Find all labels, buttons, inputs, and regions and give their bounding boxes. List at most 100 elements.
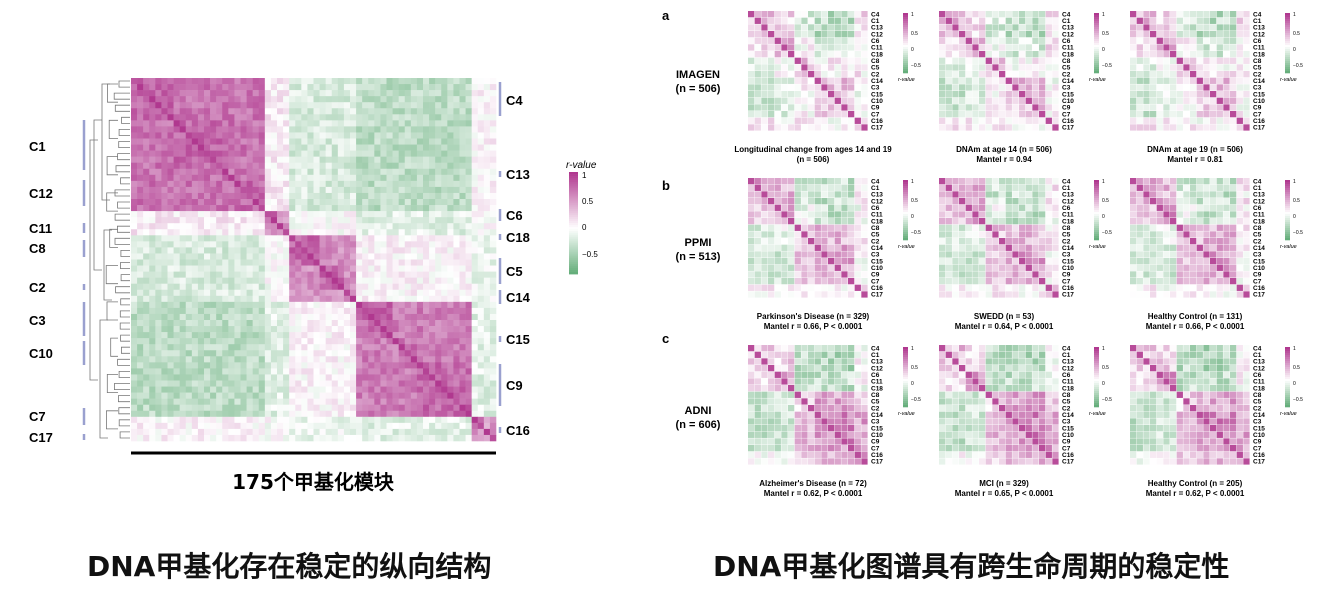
dendrogram-branch <box>106 156 118 176</box>
heatmap-cell <box>264 344 272 351</box>
heatmap-cell <box>1019 104 1026 111</box>
dendrogram-branch <box>119 322 130 330</box>
heatmap-cell <box>441 235 448 242</box>
heatmap-cell <box>313 350 320 357</box>
heatmap-cell <box>161 283 168 291</box>
heatmap-cell <box>801 71 808 78</box>
heatmap-cell <box>410 392 418 399</box>
heatmap-cell <box>197 217 205 224</box>
heatmap-cell <box>216 374 223 381</box>
heatmap-cell <box>210 168 217 176</box>
heatmap-cell <box>131 404 138 412</box>
heatmap-cell <box>985 111 992 118</box>
heatmap-cell <box>416 156 424 163</box>
heatmap-cell <box>343 235 351 242</box>
heatmap-cell <box>781 64 788 71</box>
heatmap-cell <box>228 283 235 291</box>
heatmap-cell <box>343 374 351 381</box>
heatmap-cell <box>1136 71 1143 78</box>
heatmap-cell <box>210 271 217 278</box>
heatmap-cell <box>234 223 241 230</box>
heatmap-cell <box>222 386 229 393</box>
heatmap-cell <box>167 235 174 242</box>
heatmap-cell <box>1032 91 1039 98</box>
heatmap-cell <box>477 241 485 248</box>
heatmap-cell <box>216 326 223 333</box>
heatmap-cell <box>264 168 272 176</box>
heatmap-cell <box>325 289 333 297</box>
heatmap-cell <box>191 156 199 163</box>
heatmap-cell <box>246 90 253 97</box>
heatmap-cell <box>404 217 412 224</box>
heatmap-cell <box>264 295 272 303</box>
heatmap-cell <box>453 320 460 327</box>
heatmap-cell <box>1163 64 1170 71</box>
heatmap-cell <box>173 362 180 369</box>
heatmap-cell <box>435 162 442 170</box>
heatmap-cell <box>368 211 375 218</box>
mini-colorbar-segment <box>1285 69 1290 72</box>
heatmap-cell <box>173 283 180 291</box>
heatmap-cell <box>350 253 357 260</box>
mini-colorbar-segment <box>903 33 908 36</box>
heatmap-cell <box>343 211 351 218</box>
heatmap-cell <box>337 374 345 381</box>
heatmap-cell <box>270 168 278 176</box>
heatmap-cell <box>398 374 406 381</box>
heatmap-cell <box>131 174 138 182</box>
heatmap-cell <box>313 138 320 145</box>
heatmap-cell <box>277 344 284 351</box>
heatmap-cell <box>423 392 430 399</box>
heatmap-cell <box>313 126 320 133</box>
heatmap-cell <box>959 124 966 131</box>
heatmap-cell <box>295 301 302 309</box>
colorbar-segment <box>569 176 578 179</box>
heatmap-cell <box>362 362 369 369</box>
heatmap-cell <box>216 217 223 224</box>
heatmap-cell <box>435 326 442 333</box>
heatmap-cell <box>1190 44 1197 51</box>
heatmap-cell <box>155 283 162 291</box>
heatmap-cell <box>939 37 946 44</box>
mini-colorbar-segment <box>1094 45 1099 48</box>
heatmap-cell <box>821 191 828 198</box>
heatmap-cell <box>197 174 205 182</box>
heatmap-cell <box>289 410 296 418</box>
heatmap-cell <box>447 229 454 236</box>
heatmap-cell <box>252 180 260 188</box>
panel-caption: Longitudinal change from ages 14 and 19 <box>734 145 892 154</box>
heatmap-cell <box>788 37 795 44</box>
heatmap-cell <box>453 289 460 297</box>
heatmap-cell <box>307 356 314 363</box>
heatmap-cell <box>325 368 333 375</box>
heatmap-cell <box>423 90 430 97</box>
heatmap-cell <box>465 253 472 260</box>
heatmap-cell <box>380 192 387 200</box>
heatmap-cell <box>149 404 156 412</box>
heatmap-cell <box>781 17 788 24</box>
heatmap-cell <box>386 217 393 224</box>
heatmap-cell <box>252 338 260 345</box>
heatmap-cell <box>453 217 460 224</box>
heatmap-cell <box>465 326 472 333</box>
heatmap-cell <box>398 138 406 145</box>
heatmap-cell <box>1203 64 1210 71</box>
heatmap-cell <box>368 374 375 381</box>
heatmap-cell <box>374 289 381 297</box>
heatmap-cell <box>404 156 412 163</box>
heatmap-cell <box>1130 64 1137 71</box>
heatmap-cell <box>945 117 952 124</box>
heatmap-cell <box>429 126 436 133</box>
heatmap-cell <box>386 205 393 212</box>
heatmap-cell <box>307 241 314 248</box>
heatmap-cell <box>814 84 821 91</box>
heatmap-cell <box>1163 24 1170 31</box>
heatmap-cell <box>828 111 835 118</box>
heatmap-cell <box>173 277 180 284</box>
heatmap-cell <box>356 144 363 151</box>
heatmap-cell <box>289 199 296 206</box>
heatmap-cell <box>814 204 821 211</box>
heatmap-cell <box>252 380 260 387</box>
heatmap-cell <box>307 247 314 254</box>
heatmap-cell <box>362 350 369 357</box>
